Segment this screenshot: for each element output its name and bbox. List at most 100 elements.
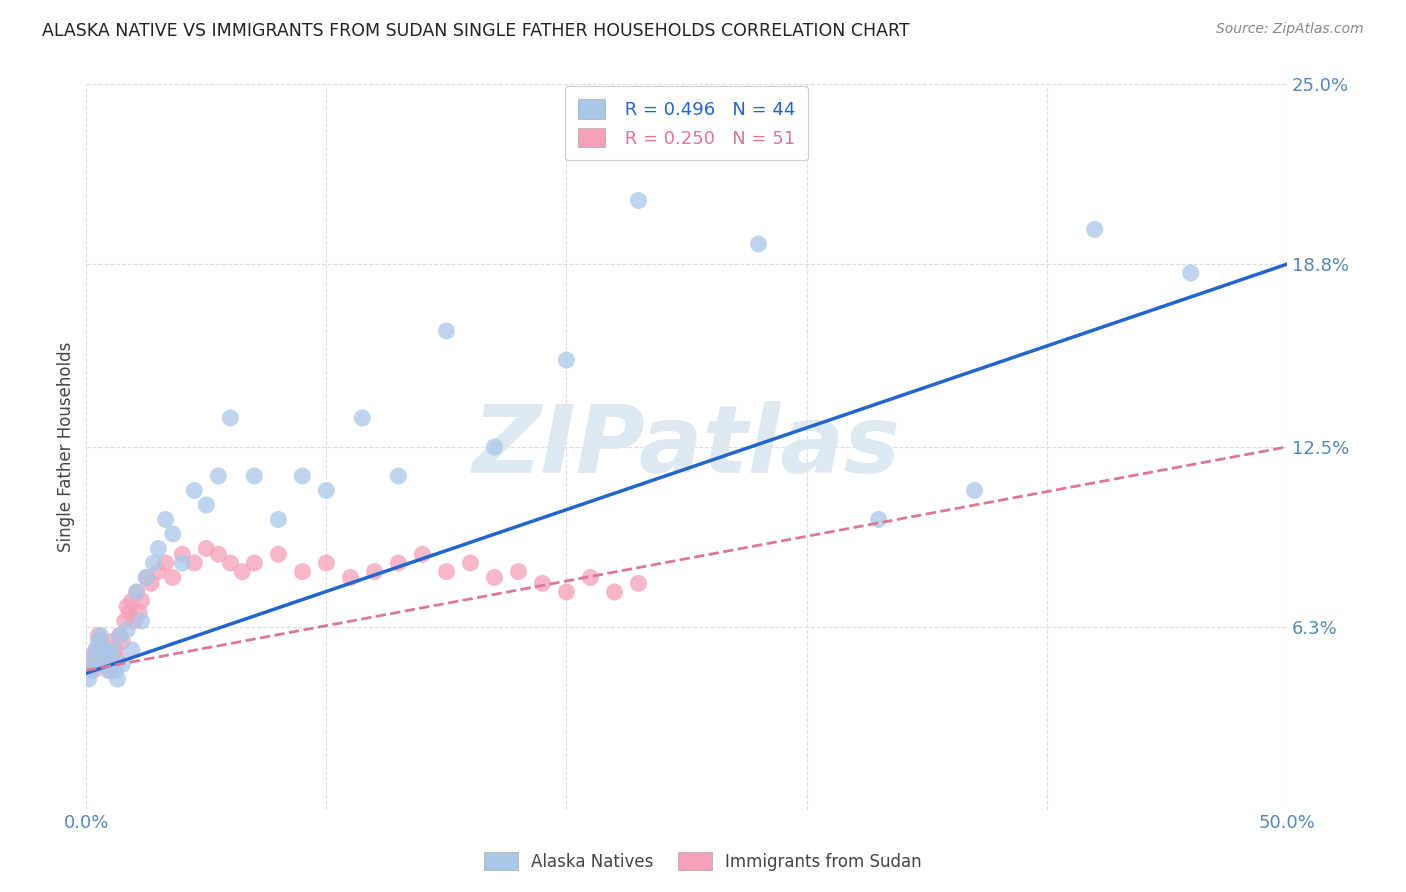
Point bbox=[84, 643, 107, 657]
Point bbox=[142, 556, 165, 570]
Point bbox=[94, 651, 117, 665]
Point bbox=[90, 628, 112, 642]
Point bbox=[868, 512, 890, 526]
Point bbox=[195, 541, 218, 556]
Point bbox=[484, 440, 506, 454]
Point bbox=[963, 483, 986, 498]
Point bbox=[111, 634, 134, 648]
Text: Source: ZipAtlas.com: Source: ZipAtlas.com bbox=[1216, 22, 1364, 37]
Point bbox=[531, 576, 554, 591]
Point bbox=[195, 498, 218, 512]
Point bbox=[131, 614, 153, 628]
Point bbox=[460, 556, 482, 570]
Point bbox=[87, 628, 110, 642]
Point bbox=[339, 570, 361, 584]
Point bbox=[77, 672, 100, 686]
Point bbox=[121, 593, 143, 607]
Point bbox=[291, 469, 314, 483]
Point bbox=[148, 565, 170, 579]
Point bbox=[125, 585, 148, 599]
Point bbox=[411, 547, 433, 561]
Point bbox=[387, 556, 409, 570]
Point bbox=[315, 556, 337, 570]
Point bbox=[148, 541, 170, 556]
Point bbox=[747, 236, 769, 251]
Point bbox=[107, 672, 129, 686]
Point bbox=[80, 657, 103, 672]
Point bbox=[87, 634, 110, 648]
Point bbox=[82, 651, 104, 665]
Point bbox=[579, 570, 602, 584]
Point bbox=[104, 663, 127, 677]
Point bbox=[243, 556, 266, 570]
Point bbox=[627, 194, 650, 208]
Point bbox=[135, 570, 157, 584]
Point bbox=[155, 556, 177, 570]
Point bbox=[98, 663, 121, 677]
Point bbox=[135, 570, 157, 584]
Legend: Alaska Natives, Immigrants from Sudan: Alaska Natives, Immigrants from Sudan bbox=[477, 844, 929, 880]
Point bbox=[267, 512, 290, 526]
Point bbox=[183, 556, 205, 570]
Point bbox=[101, 643, 124, 657]
Point bbox=[91, 643, 114, 657]
Point bbox=[111, 657, 134, 672]
Point bbox=[121, 643, 143, 657]
Point bbox=[219, 411, 242, 425]
Point bbox=[484, 570, 506, 584]
Legend:  R = 0.496   N = 44,  R = 0.250   N = 51: R = 0.496 N = 44, R = 0.250 N = 51 bbox=[565, 87, 808, 161]
Point bbox=[1084, 222, 1107, 236]
Point bbox=[94, 643, 117, 657]
Point bbox=[104, 643, 127, 657]
Point bbox=[124, 614, 146, 628]
Point bbox=[172, 556, 194, 570]
Point bbox=[97, 663, 120, 677]
Point bbox=[267, 547, 290, 561]
Y-axis label: Single Father Households: Single Father Households bbox=[58, 342, 75, 552]
Point bbox=[219, 556, 242, 570]
Point bbox=[387, 469, 409, 483]
Point bbox=[207, 469, 229, 483]
Point bbox=[315, 483, 337, 498]
Point bbox=[107, 651, 129, 665]
Point bbox=[80, 663, 103, 677]
Point bbox=[118, 605, 141, 619]
Point bbox=[172, 547, 194, 561]
Point bbox=[436, 565, 458, 579]
Point bbox=[97, 657, 120, 672]
Point bbox=[1180, 266, 1202, 280]
Point bbox=[84, 643, 107, 657]
Point bbox=[139, 576, 162, 591]
Point bbox=[603, 585, 626, 599]
Point bbox=[352, 411, 374, 425]
Point bbox=[231, 565, 253, 579]
Point bbox=[183, 483, 205, 498]
Point bbox=[115, 599, 138, 614]
Text: ALASKA NATIVE VS IMMIGRANTS FROM SUDAN SINGLE FATHER HOUSEHOLDS CORRELATION CHAR: ALASKA NATIVE VS IMMIGRANTS FROM SUDAN S… bbox=[42, 22, 910, 40]
Point bbox=[436, 324, 458, 338]
Point bbox=[207, 547, 229, 561]
Point bbox=[77, 651, 100, 665]
Point bbox=[90, 634, 112, 648]
Point bbox=[155, 512, 177, 526]
Point bbox=[555, 585, 578, 599]
Point bbox=[291, 565, 314, 579]
Point bbox=[128, 605, 150, 619]
Point bbox=[243, 469, 266, 483]
Point bbox=[98, 651, 121, 665]
Point bbox=[108, 628, 131, 642]
Point bbox=[82, 663, 104, 677]
Point bbox=[508, 565, 530, 579]
Point bbox=[125, 585, 148, 599]
Text: ZIPatlas: ZIPatlas bbox=[472, 401, 901, 493]
Point bbox=[162, 570, 184, 584]
Point bbox=[131, 593, 153, 607]
Point bbox=[555, 353, 578, 368]
Point bbox=[91, 657, 114, 672]
Point bbox=[108, 628, 131, 642]
Point bbox=[363, 565, 385, 579]
Point bbox=[162, 527, 184, 541]
Point bbox=[115, 623, 138, 637]
Point bbox=[627, 576, 650, 591]
Point bbox=[114, 614, 136, 628]
